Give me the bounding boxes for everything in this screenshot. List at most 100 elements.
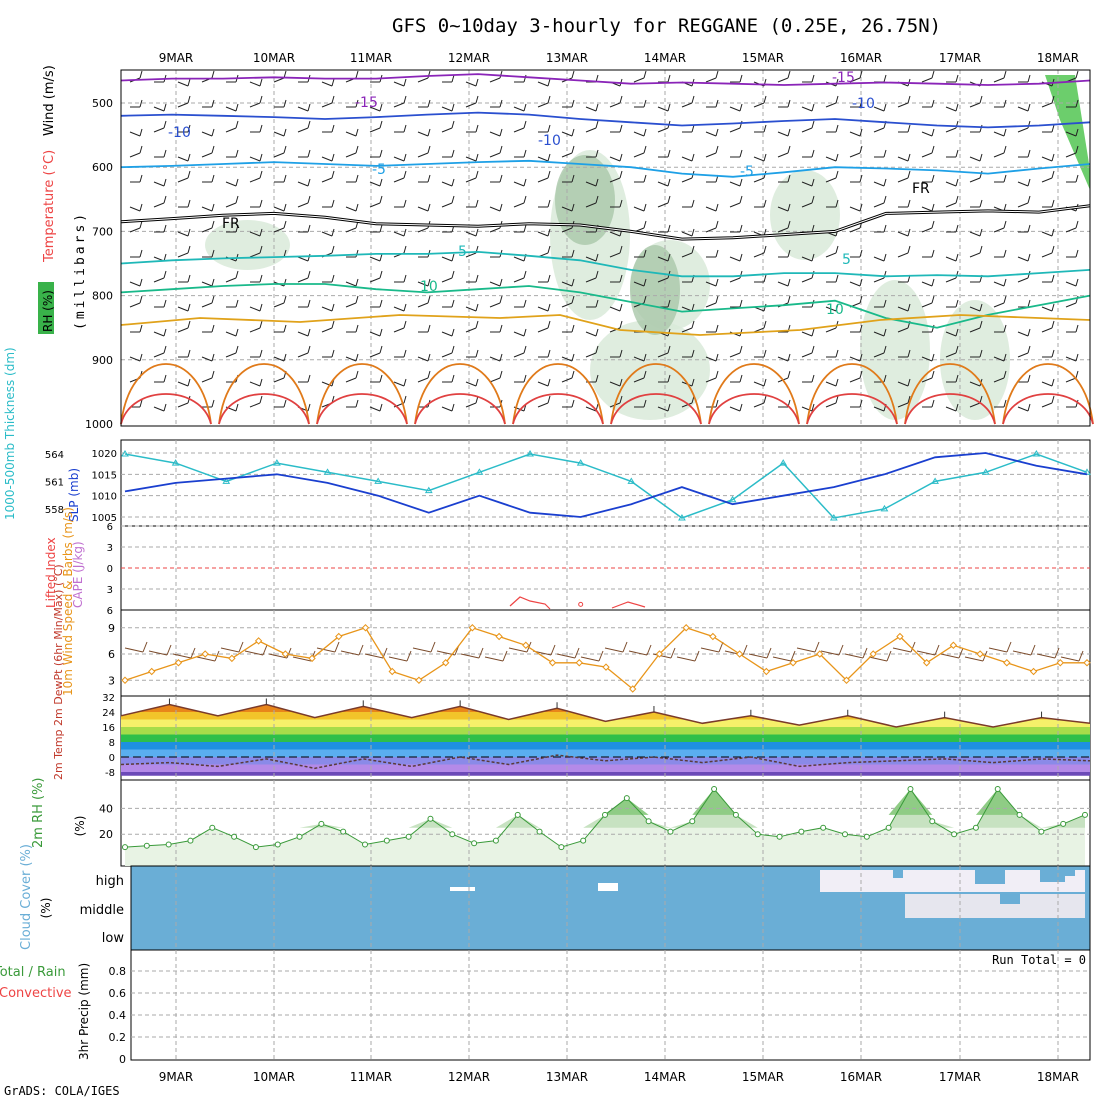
tick-label: 6 — [108, 648, 115, 661]
wind-barb — [379, 103, 383, 112]
wind-barb — [403, 78, 407, 87]
temp2m-ticks: -8 0 8 16 24 32 — [102, 693, 115, 779]
wind-barb — [297, 106, 309, 112]
wind-barb — [369, 181, 381, 187]
tick-label: 0.4 — [109, 1009, 127, 1022]
wind-barb — [187, 303, 191, 312]
wind-barb — [633, 206, 645, 212]
wind-barb — [1075, 249, 1079, 258]
wind-barb — [211, 370, 215, 379]
contour-label: -5 — [740, 164, 754, 180]
wind-barb — [931, 370, 935, 379]
wind-barb — [753, 102, 765, 108]
wind-barb — [652, 653, 672, 659]
upper-air-wind-barbs — [129, 70, 1079, 412]
wind-barb — [547, 95, 551, 104]
wind-barb — [619, 199, 623, 208]
run-total-label: Run Total = 0 — [992, 953, 1086, 967]
wind-barb — [403, 124, 407, 133]
wind-barb — [523, 374, 527, 383]
wind-barb — [1041, 327, 1053, 333]
wind-barb — [148, 650, 168, 656]
wind-barb — [1078, 650, 1084, 662]
wind-barb — [523, 120, 527, 129]
wind-barb — [427, 370, 431, 379]
wind-barb — [547, 124, 551, 133]
wind-barb — [729, 127, 741, 133]
wind-barb — [945, 202, 957, 208]
wind-barb — [667, 224, 671, 233]
rh2m-axis-label: 2m RH (%) — [31, 777, 46, 848]
wind-barb — [163, 345, 167, 354]
bottom-day-label: 18MAR — [1037, 1070, 1079, 1084]
wind-barb — [427, 145, 431, 154]
wind-barb — [124, 647, 144, 653]
wind-barb — [1017, 256, 1029, 262]
wind-barb — [547, 274, 551, 283]
wind-barb — [1051, 274, 1055, 283]
wind-barb — [907, 95, 911, 104]
wind-barb — [643, 128, 647, 137]
rh-point — [231, 833, 238, 840]
wind-barb — [859, 99, 863, 108]
wind-barb — [547, 228, 551, 237]
wind-barb — [321, 177, 333, 183]
wind-barb — [499, 174, 503, 183]
temp2m-lines — [120, 698, 1091, 770]
wind-barb — [657, 127, 669, 133]
wind-barb — [643, 278, 647, 287]
wind-barb — [345, 227, 357, 233]
wind-barb — [609, 252, 621, 258]
wind-barb — [550, 644, 556, 656]
wind-barb — [1065, 281, 1077, 287]
wind-barb — [513, 181, 525, 187]
wind-barb — [297, 277, 309, 283]
wind-barb — [955, 195, 959, 204]
tick-label: 800 — [92, 290, 113, 303]
wind-barb — [1041, 381, 1053, 387]
tick-label: high — [96, 874, 124, 889]
wind-barb — [489, 377, 501, 383]
wind-barb — [417, 152, 429, 158]
wind-speed-point — [468, 624, 477, 632]
wind-barb — [715, 295, 719, 304]
wind-barb — [667, 195, 671, 204]
wind-barb — [139, 295, 143, 304]
wind-barb — [787, 203, 791, 212]
wind-barb — [1075, 324, 1079, 333]
wind-barb — [547, 395, 551, 404]
wind-barb — [801, 331, 813, 337]
wind-barb — [187, 378, 191, 387]
thickness-marker — [829, 514, 838, 521]
wind-barb — [897, 327, 909, 333]
wind-barb — [945, 406, 957, 412]
wind-barb — [196, 656, 216, 662]
wind-barb — [801, 352, 813, 358]
wind-barb — [249, 381, 261, 387]
precip-grid — [131, 950, 1090, 1060]
wind-barb — [763, 199, 767, 208]
wind-barb — [921, 152, 933, 158]
wind-barb — [499, 370, 503, 379]
wind-barb — [355, 145, 359, 154]
rh-point — [645, 818, 652, 825]
bottom-day-label: 15MAR — [742, 1070, 784, 1084]
wind-barb — [729, 181, 741, 187]
wind-barb — [609, 156, 621, 162]
cloud-cell — [975, 870, 1005, 884]
wind-barb — [595, 328, 599, 337]
wind-barb — [355, 295, 359, 304]
wind-barb — [729, 256, 741, 262]
wind-barb — [273, 227, 285, 233]
wind-barb — [921, 377, 933, 383]
wind-barb — [955, 328, 959, 337]
wind-barb — [907, 199, 911, 208]
thickness-marker — [1032, 450, 1041, 457]
wind-barb — [403, 349, 407, 358]
wind-barb — [859, 249, 863, 258]
rh-point — [842, 831, 848, 838]
wind-barb — [201, 227, 213, 233]
wind-barb — [201, 206, 213, 212]
rh-point — [405, 833, 412, 840]
wind-barb — [633, 131, 645, 137]
